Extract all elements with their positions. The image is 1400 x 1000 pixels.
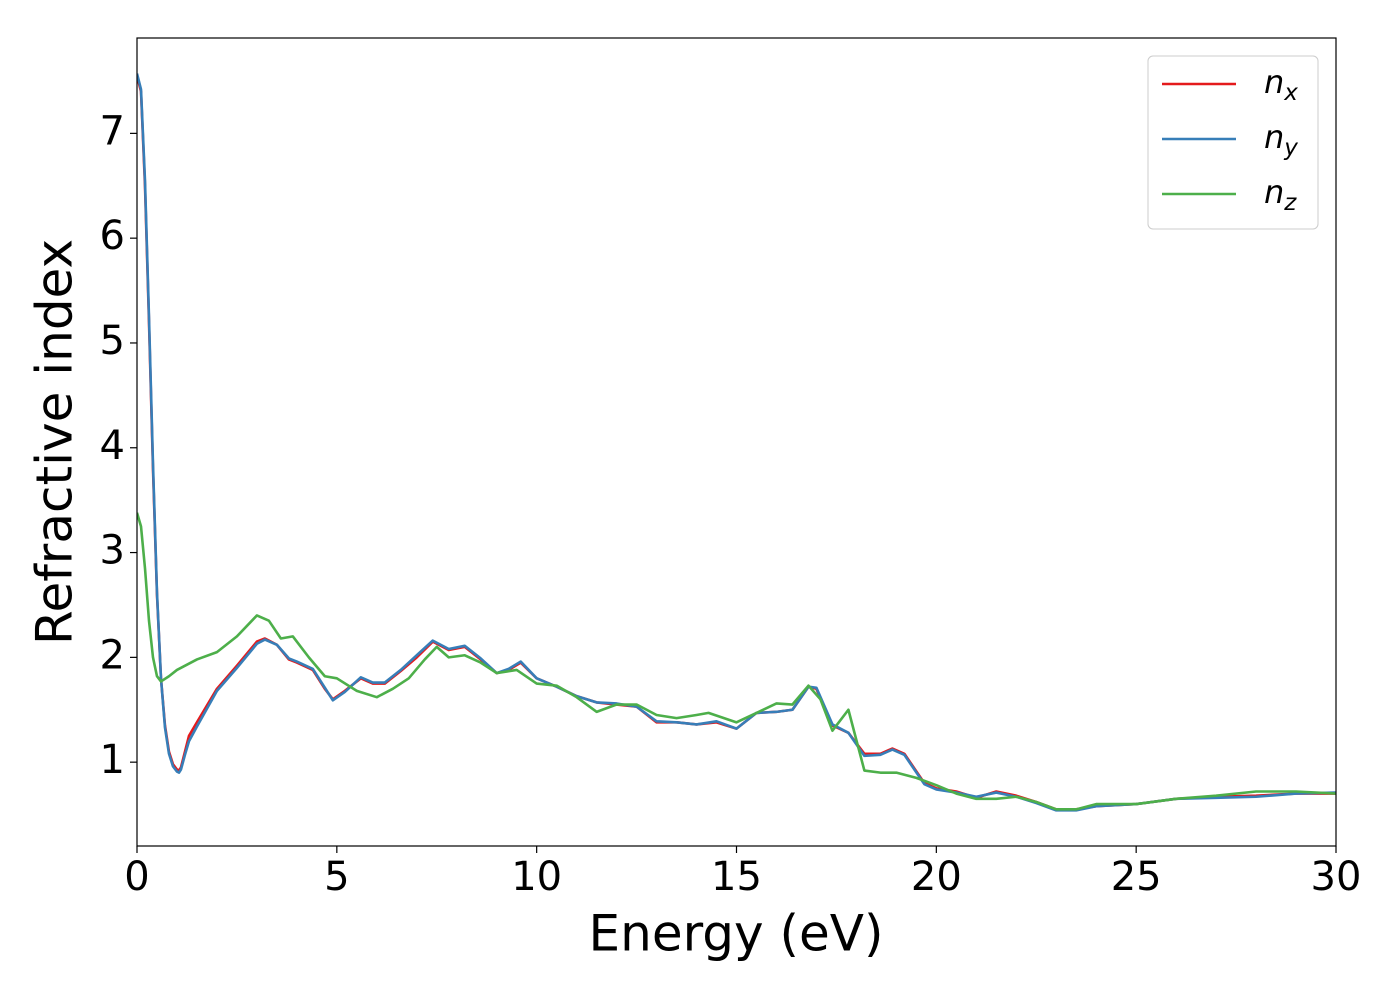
line-series (137, 512, 1336, 811)
legend-label: nx (1264, 63, 1298, 106)
legend-label: ny (1264, 118, 1298, 161)
y-tick-label: 3 (100, 528, 125, 574)
legend-box (1147, 55, 1319, 230)
line-series (137, 73, 1336, 812)
x-axis-label: Energy (eV) (589, 905, 884, 963)
y-tick-label: 5 (100, 318, 125, 364)
y-tick-label: 6 (100, 213, 125, 259)
x-tick-label: 25 (1111, 854, 1162, 900)
x-tick-label: 5 (324, 854, 349, 900)
legend-label: nz (1264, 173, 1297, 216)
x-tick-label: 20 (911, 854, 962, 900)
y-tick-label: 1 (100, 737, 125, 783)
y-tick-label: 7 (100, 108, 125, 154)
x-tick-label: 10 (511, 854, 562, 900)
plot-frame (136, 37, 1337, 847)
y-tick-label: 2 (100, 632, 125, 678)
x-tick-label: 15 (711, 854, 762, 900)
y-axis-label: Refractive index (26, 239, 84, 645)
y-tick-label: 4 (100, 423, 125, 469)
x-tick-label: 0 (124, 854, 149, 900)
x-tick-label: 30 (1311, 854, 1362, 900)
